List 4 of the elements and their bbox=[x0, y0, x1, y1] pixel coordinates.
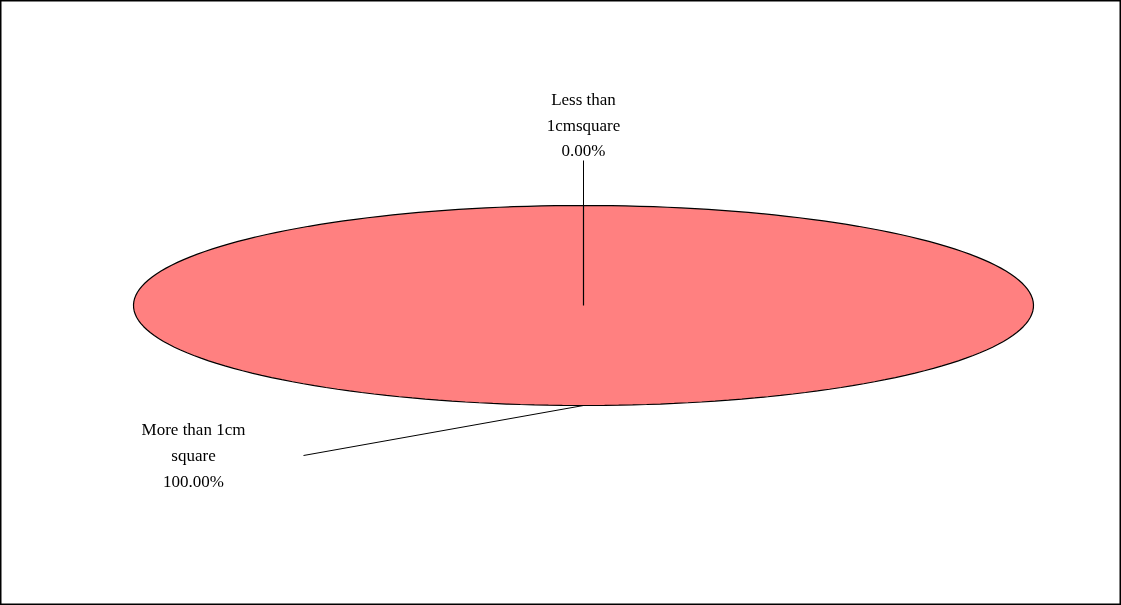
text: 0.00% bbox=[561, 141, 606, 161]
data-label: 100.00% bbox=[163, 471, 224, 491]
slice-label: More than 1cm square bbox=[141, 420, 246, 465]
category-label: Less than 1cmsquare bbox=[546, 90, 621, 135]
